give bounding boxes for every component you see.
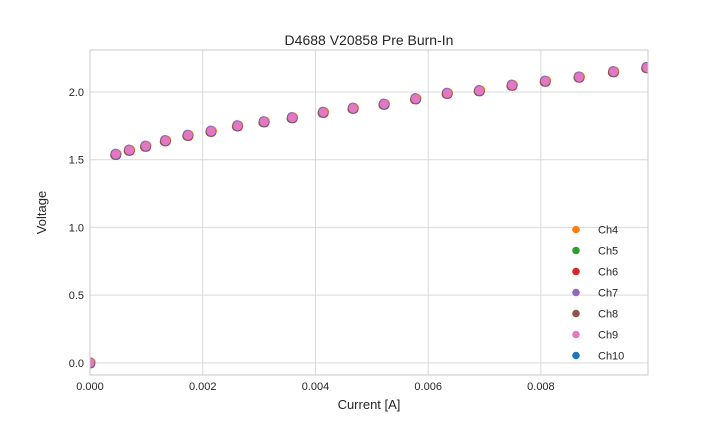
y-tick-label: 0.0 [69,358,84,370]
y-axis-label: Voltage [34,191,49,234]
chart-title: D4688 V20858 Pre Burn-In [285,32,454,48]
data-point-ch9 [90,358,95,368]
x-tick-label: 0.000 [76,381,104,393]
legend: Ch4 Ch5 Ch6 Ch7 Ch8 Ch9 Ch10 [572,225,624,363]
data-point-ch9 [206,126,216,136]
legend-label-ch6: Ch6 [598,267,618,279]
data-point-ch9 [411,94,421,104]
data-point-ch9 [574,72,584,82]
legend-label-ch8: Ch8 [598,309,618,321]
data-point-ch9 [474,86,485,96]
data-point-ch9 [507,80,517,90]
legend-marker-ch6 [572,267,580,276]
legend-marker-ch8 [572,309,580,318]
data-points-layer [90,61,648,369]
legend-marker-ch7 [572,288,580,297]
data-point-ch9 [318,107,328,117]
data-point-ch9 [111,149,121,159]
data-point-ch9 [642,63,648,73]
legend-marker-ch10 [572,351,580,360]
x-tick-label: 0.004 [302,381,330,393]
data-point-ch9 [160,136,171,146]
data-point-ch9 [141,141,151,151]
legend-marker-ch5 [572,246,580,255]
data-point-ch9 [379,99,389,109]
plot-border [89,49,649,376]
y-tick-label: 1.0 [69,222,84,234]
data-point-ch9 [233,121,243,131]
y-tick-label: 1.5 [69,155,84,167]
legend-label-ch5: Ch5 [598,246,618,258]
y-tick-label: 2.0 [69,87,84,99]
x-tick-label: 0.002 [189,381,217,393]
legend-marker-ch4 [572,225,580,234]
legend-label-ch4: Ch4 [598,225,618,237]
legend-marker-ch9 [572,330,580,339]
data-point-ch9 [609,67,619,77]
plot-dynamic-layer: 0.000 0.002 0.004 0.006 0.008 0.0 0.5 1.0 1.5 2.0… [69,49,649,393]
x-tick-label: 0.008 [527,381,555,393]
data-point-ch9 [183,130,193,140]
legend-label-ch7: Ch7 [598,288,618,300]
x-tick-label: 0.006 [414,381,442,393]
x-axis-label: Current [A] [338,397,401,412]
data-point-ch9 [259,117,269,127]
data-point-ch9 [124,145,135,155]
legend-label-ch10: Ch10 [598,351,624,363]
plot-background [90,50,648,375]
data-point-ch9 [287,113,297,123]
data-point-ch9 [348,103,358,113]
y-tick-label: 0.5 [69,290,84,302]
data-point-ch9 [540,76,551,86]
legend-label-ch9: Ch9 [598,330,618,342]
data-point-ch9 [442,88,452,98]
